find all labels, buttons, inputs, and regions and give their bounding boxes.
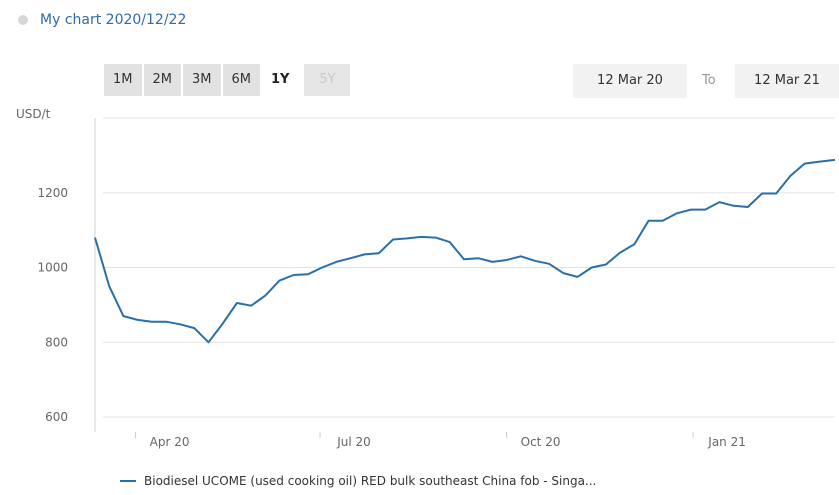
grid-layer [103,117,835,418]
data-point [378,252,380,254]
range-button-2m[interactable]: 2M [143,64,181,96]
data-point [208,341,210,343]
range-selector: 1M 2M 3M 6M 1Y 5Y [104,64,351,96]
series-layer [94,158,836,344]
data-point [278,280,280,282]
data-point [834,159,836,161]
data-point [718,201,720,203]
data-point [264,295,266,297]
y-tick-label: 1000 [37,261,68,275]
data-point [804,163,806,165]
data-point [591,267,593,269]
range-button-1m[interactable]: 1M [104,64,142,96]
x-tick-label: Apr 20 [150,435,190,449]
data-point [392,238,394,240]
y-tick-label: 1200 [37,186,68,200]
data-point [619,252,621,254]
chart-legend[interactable]: Biodiesel UCOME (used cooking oil) RED b… [120,474,596,488]
data-point [747,206,749,208]
diamond-icon [18,15,28,25]
data-point [420,236,422,238]
legend-label: Biodiesel UCOME (used cooking oil) RED b… [144,474,597,488]
series-line [94,158,836,344]
chart-title-row: My chart 2020/12/22 [18,12,186,28]
data-point [321,267,323,269]
range-button-6m[interactable]: 6M [222,64,260,96]
data-point [789,175,791,177]
data-point [647,220,649,222]
data-point [690,209,692,211]
y-tick-label: 800 [45,335,68,349]
data-point [94,237,96,239]
data-point [662,220,664,222]
data-point [449,241,451,243]
data-point [165,321,167,323]
data-point [236,302,238,304]
x-tick-label: Jan 21 [707,435,746,449]
y-tick-label: 600 [45,410,68,424]
data-point [676,212,678,214]
range-button-3m[interactable]: 3M [183,64,221,96]
data-point [179,323,181,325]
y-axis-label: USD/t [16,107,51,121]
data-point [151,321,153,323]
data-point [137,319,139,321]
data-point [562,272,564,274]
data-point [520,255,522,257]
data-point [775,193,777,195]
range-button-5y[interactable]: 5Y [304,64,351,96]
data-point [548,263,550,265]
range-button-1y[interactable]: 1Y [262,64,299,96]
data-point [704,209,706,211]
data-point [349,257,351,259]
data-point [250,305,252,307]
data-point [122,315,124,317]
data-point [364,253,366,255]
data-point [222,323,224,325]
line-chart: USD/t 600 800 1000 1200 Apr 20 Jul 20 Oct 20 Ja… [16,107,836,449]
data-point [733,205,735,207]
data-point [818,161,820,163]
data-point [491,261,493,263]
date-from-input[interactable]: 12 Mar 20 [573,64,687,98]
data-point [534,260,536,262]
data-point [477,257,479,259]
data-point [605,264,607,266]
data-point [293,274,295,276]
data-point [463,258,465,260]
data-point [761,193,763,195]
date-to-input[interactable]: 12 Mar 21 [735,64,839,98]
data-point [435,237,437,239]
chart-title-link[interactable]: My chart 2020/12/22 [40,12,187,28]
data-point [406,237,408,239]
legend-swatch [120,480,136,482]
data-point [307,273,309,275]
data-point [577,276,579,278]
axis-layer: 600 800 1000 1200 Apr 20 Jul 20 Oct 20 Jan 21 [37,118,746,449]
data-point [193,327,195,329]
data-point [108,285,110,287]
date-to-label: To [702,73,716,88]
data-point [506,259,508,261]
data-point [335,261,337,263]
data-point [633,243,635,245]
x-tick-label: Jul 20 [336,435,371,449]
x-tick-label: Oct 20 [521,435,561,449]
